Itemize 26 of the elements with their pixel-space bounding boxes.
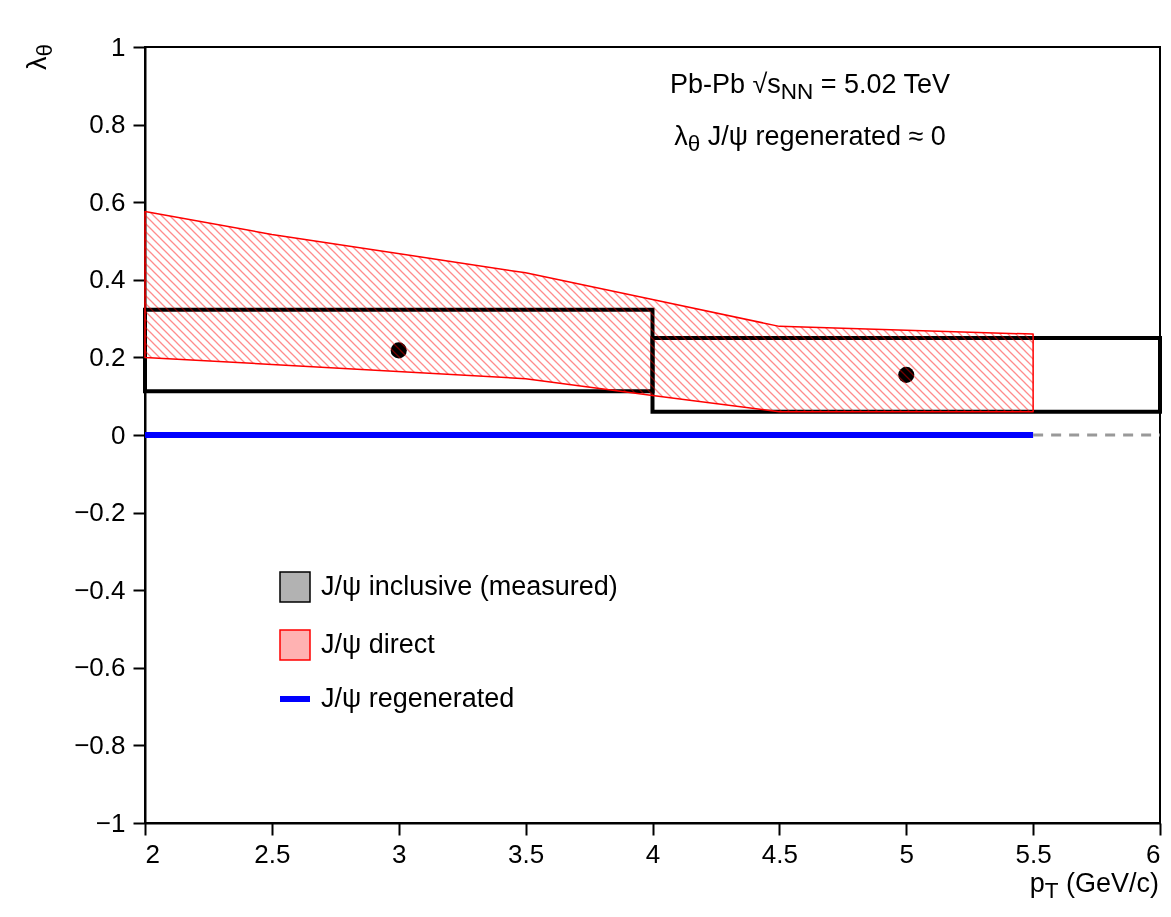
legend-label: J/ψ inclusive (measured) xyxy=(321,571,618,601)
y-tick-label: 1 xyxy=(111,31,126,62)
x-axis-title: p$_{T}$ (GeV/c) xyxy=(1029,868,1159,905)
y-tick-label: 0.2 xyxy=(89,341,126,372)
y-tick-label: 0 xyxy=(111,419,126,450)
x-tick-label: 2.5 xyxy=(254,838,291,869)
y-tick-label: −1 xyxy=(95,807,126,838)
legend-label: J/ψ direct xyxy=(321,629,436,659)
x-tick-label: 4.5 xyxy=(761,838,798,869)
x-tick-label: 4 xyxy=(645,838,661,869)
y-tick-label: −0.8 xyxy=(74,729,126,760)
y-tick-label: 0.8 xyxy=(89,109,126,140)
x-tick-label: 6 xyxy=(1146,838,1161,869)
x-tick-label: 3 xyxy=(392,838,407,869)
y-tick-label: −0.4 xyxy=(74,574,126,605)
legend-label: J/ψ regenerated xyxy=(321,683,515,713)
annotation: λ$_{θ}$ J/ψ regenerated ≈ 0 xyxy=(673,120,947,159)
x-tick-label: 3.5 xyxy=(508,838,545,869)
x-tick-label: 5.5 xyxy=(1015,838,1052,869)
y-tick-label: −0.6 xyxy=(74,652,126,683)
annotation: Pb-Pb √s$_{NN}$ = 5.02 TeV xyxy=(668,68,952,107)
x-tick-label: 5 xyxy=(899,838,914,869)
x-tick-label: 2 xyxy=(145,838,160,869)
y-tick-label: 0.6 xyxy=(89,186,126,217)
y-tick-label: −0.2 xyxy=(74,497,126,528)
y-tick-label: 0.4 xyxy=(89,264,126,295)
